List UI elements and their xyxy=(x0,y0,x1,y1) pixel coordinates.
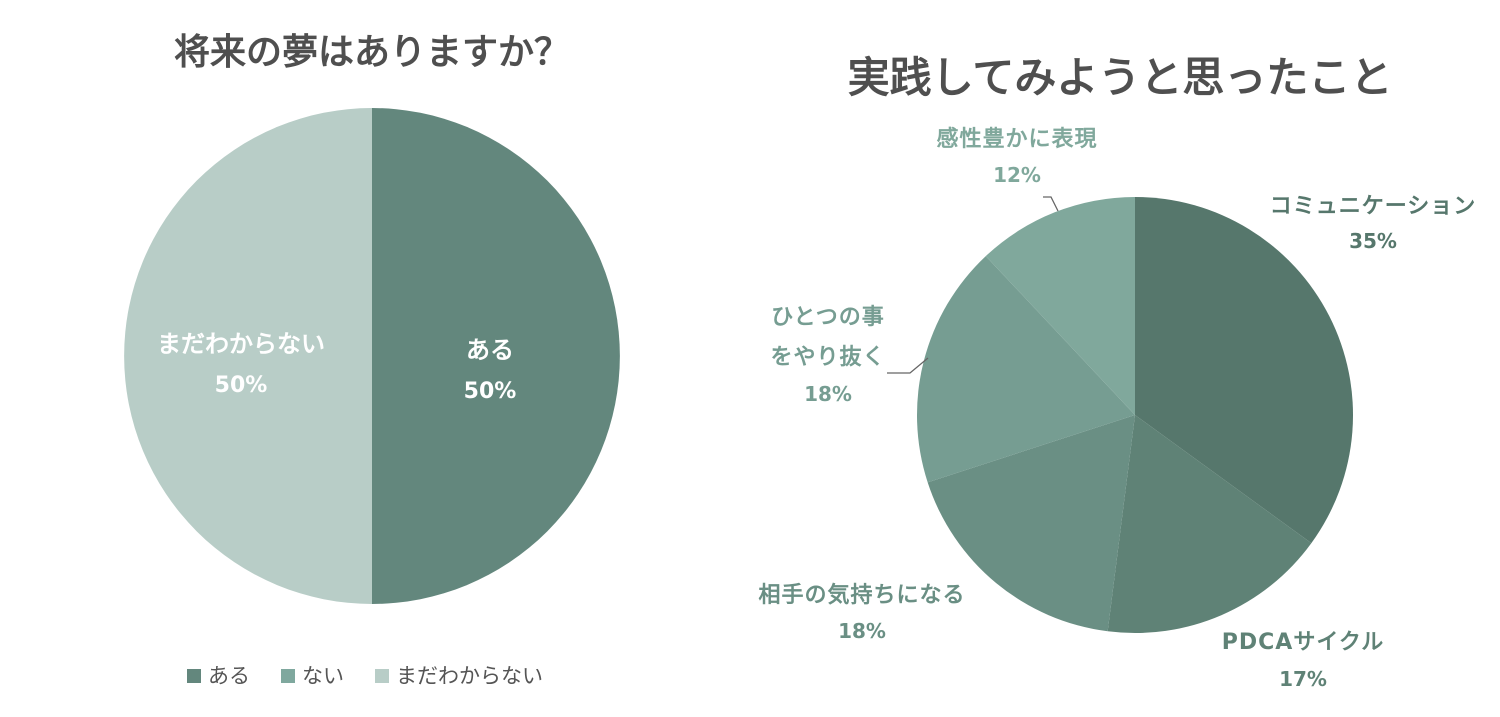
practice-label-name-0-0: コミュニケーション xyxy=(1270,194,1477,219)
practice-slice-1 xyxy=(1107,415,1312,633)
practice-slice-2 xyxy=(927,415,1135,632)
practice-label-value-3: 18% xyxy=(804,382,852,406)
dream-legend-label-1: ない xyxy=(302,664,344,688)
dream-label-name-1: まだわからない xyxy=(157,330,325,358)
practice-label-name-2-0: 相手の気持ちになる xyxy=(758,582,965,608)
chart-dream-slices xyxy=(124,108,620,604)
practice-label-name-1-0: PDCAサイクル xyxy=(1222,630,1384,655)
chart-practice-labels: コミュニケーション 35% PDCAサイクル 17% 相手の気持ちになる 18% ひとつの事… xyxy=(758,126,1477,691)
practice-label-name-4-0: 感性豊かに表現 xyxy=(936,126,1097,152)
chart-dream-title: 将来の夢はありますか？ xyxy=(174,32,570,73)
practice-slice-0 xyxy=(1135,197,1354,544)
dream-slice-0 xyxy=(372,108,620,604)
practice-label-value-4: 12% xyxy=(993,163,1041,187)
practice-leader-line-4 xyxy=(1043,196,1059,212)
practice-label-value-0: 35% xyxy=(1349,229,1397,253)
chart-practice: 実践してみようと思ったこと コミュニケーション 35% PDCAサイクル 17% 相手の… xyxy=(758,53,1477,691)
chart-dream-legend: ある ない まだわからない xyxy=(187,664,543,688)
practice-label-name-3-1: をやり抜く xyxy=(770,345,885,370)
dream-slice-2 xyxy=(124,108,372,604)
dream-label-name-0: ある xyxy=(466,336,514,364)
practice-label-name-3-0: ひとつの事 xyxy=(771,304,884,330)
dream-legend-label-0: ある xyxy=(208,664,250,688)
practice-leader-line-3 xyxy=(887,357,929,374)
chart-dream-labels: ある 50% まだわからない 50% xyxy=(157,330,516,404)
practice-slice-4 xyxy=(985,197,1135,415)
chart-practice-slices xyxy=(916,197,1354,633)
dream-legend-label-2: まだわからない xyxy=(396,664,543,688)
dream-legend-swatch-2 xyxy=(375,669,389,683)
dream-legend-swatch-0 xyxy=(187,669,201,683)
practice-label-value-1: 17% xyxy=(1279,667,1327,691)
chart-practice-title: 実践してみようと思ったこと xyxy=(848,53,1393,102)
practice-slice-3 xyxy=(916,256,1135,483)
dream-label-value-1: 50% xyxy=(215,373,268,398)
dream-label-value-0: 50% xyxy=(464,379,517,404)
chart-practice-leader-lines xyxy=(887,196,1059,374)
dream-legend-swatch-1 xyxy=(281,669,295,683)
practice-label-value-2: 18% xyxy=(838,619,886,643)
